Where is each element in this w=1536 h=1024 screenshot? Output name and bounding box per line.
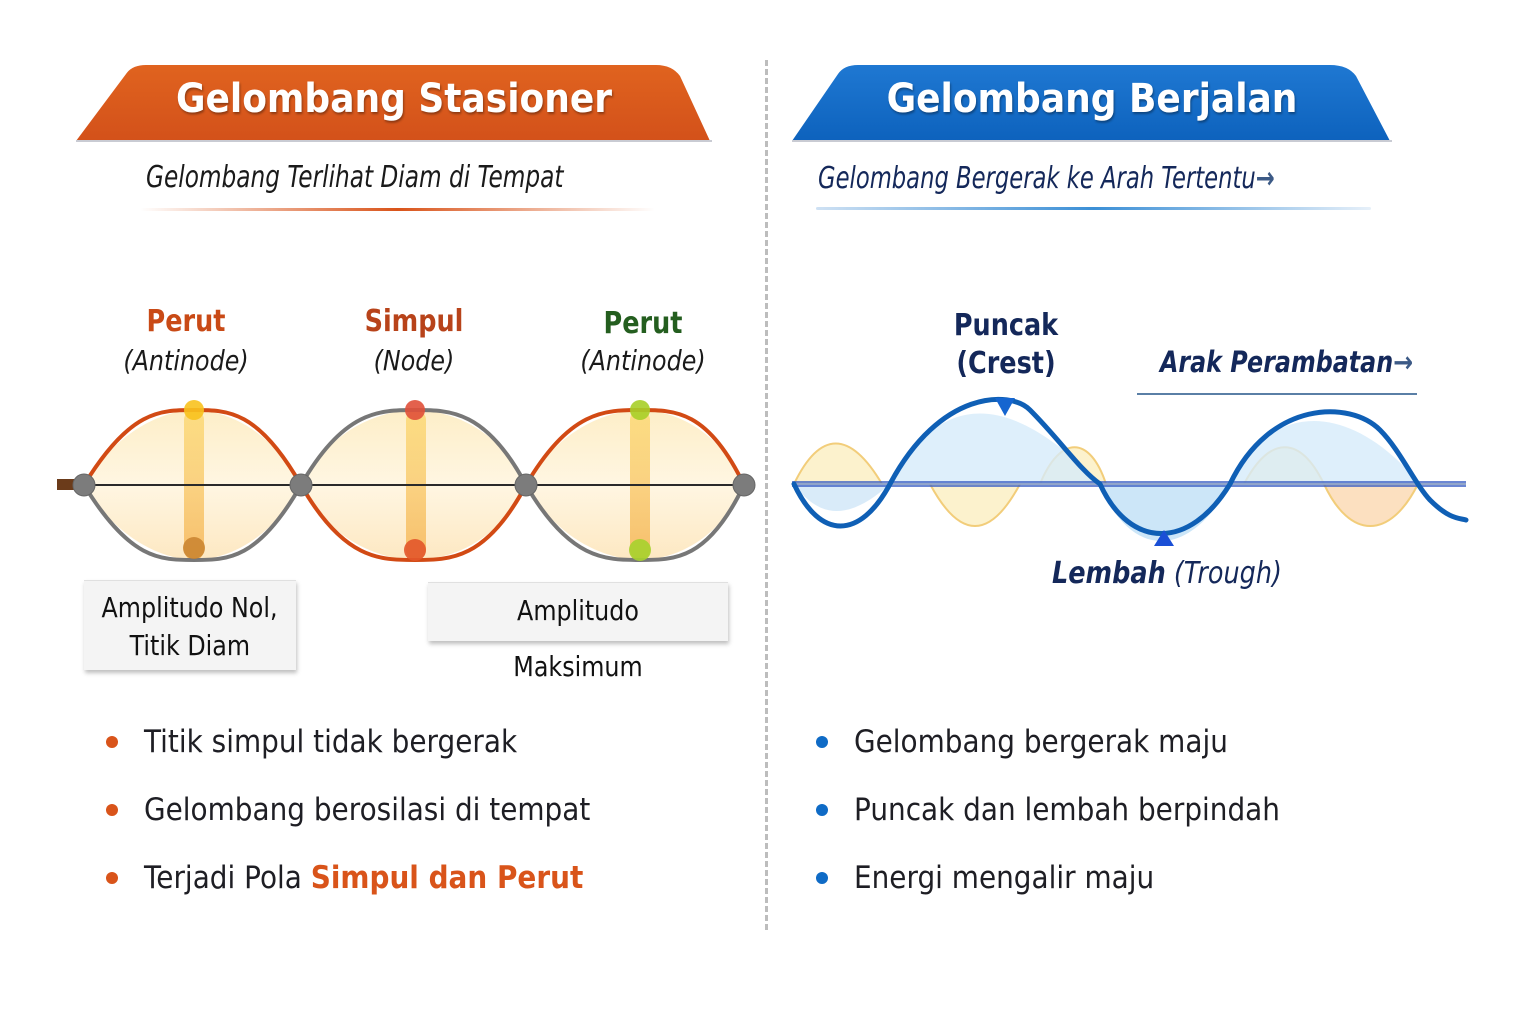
antinode-dot-bottom-3: [629, 539, 651, 561]
direction-underline: [1137, 393, 1417, 395]
traveling-wave-banner: Gelombang Berjalan: [792, 64, 1392, 142]
propagation-direction-label: Arak Perambatan→: [1160, 345, 1414, 379]
traveling-wave-title: Gelombang Berjalan: [886, 76, 1298, 122]
bullet-dot-blue: [816, 736, 828, 748]
node-circle-3: [514, 473, 538, 497]
traveling-wave-diagram: [791, 396, 1469, 546]
bullet-dot-orange: [106, 804, 118, 816]
bullet-dot-orange: [106, 872, 118, 884]
note-zero-amplitude-line2: Titik Diam: [129, 629, 251, 662]
arrow-right-icon: →: [1393, 345, 1414, 379]
standing-wave-banner: Gelombang Stasioner: [76, 64, 712, 142]
antinode-dot-top-3: [630, 400, 650, 420]
crest-label-title: Puncak: [953, 308, 1059, 343]
standing-wave-title: Gelombang Stasioner: [175, 76, 613, 122]
trough-label: Lembah (Trough): [1052, 556, 1282, 591]
node-label-title: Simpul: [364, 304, 464, 339]
traveling-wave-subtitle: Gelombang Bergerak ke Arah Tertentu→: [818, 161, 1275, 196]
antinode-label-1-sub: (Antinode): [123, 344, 249, 377]
note-zero-amplitude-line1: Amplitudo Nol,: [101, 591, 278, 624]
bullet-dot-orange: [106, 736, 118, 748]
bullet-dot-blue: [816, 872, 828, 884]
bullet-dot-blue: [816, 804, 828, 816]
standing-wave-bullets: Titik simpul tidak bergerak Gelombang be…: [106, 708, 640, 912]
standing-wave-subtitle: Gelombang Terlihat Diam di Tempat: [146, 160, 564, 195]
node-label-sub: (Node): [373, 344, 455, 377]
banner-shape-orange: [76, 65, 712, 142]
bullet-item: Energi mengalir maju: [816, 844, 1327, 912]
antinode-label-1-title: Perut: [146, 304, 226, 339]
standing-wave-diagram: [57, 400, 756, 563]
traveling-wave-bullets: Gelombang bergerak maju Puncak dan lemba…: [816, 708, 1327, 912]
crest-label-sub: (Crest): [956, 346, 1056, 381]
node-circle-1: [72, 473, 96, 497]
note-zero-amplitude: Amplitudo Nol, Titik Diam: [84, 580, 296, 670]
arrow-right-icon: →: [1255, 161, 1275, 196]
antinode-dot-bottom-2: [404, 539, 426, 561]
panel-divider: [765, 60, 768, 930]
string-anchor: [57, 479, 85, 490]
antinode-dot-bottom-1: [183, 537, 205, 559]
antinode-label-2-sub: (Antinode): [580, 344, 706, 377]
node-circle-4: [732, 473, 756, 497]
banner-shape-blue: [792, 65, 1392, 142]
bullet-item: Titik simpul tidak bergerak: [106, 708, 640, 776]
subtitle-underline-orange: [140, 208, 655, 211]
note-max-amplitude-text: Amplitudo Maksimum: [513, 594, 643, 683]
trough-marker-icon: [1154, 530, 1174, 546]
bullet-item: Puncak dan lembah berpindah: [816, 776, 1327, 844]
subtitle-underline-blue: [816, 207, 1371, 210]
note-max-amplitude: Amplitudo Maksimum: [428, 582, 728, 683]
bullet-item: Gelombang bergerak maju: [816, 708, 1327, 776]
highlight-text: Simpul dan Perut: [310, 860, 584, 896]
bullet-item: Terjadi Pola Simpul dan Perut: [106, 844, 640, 912]
node-circle-2: [289, 473, 313, 497]
antinode-dot-top-2: [405, 400, 425, 420]
trough-label-title: Lembah: [1052, 556, 1166, 591]
bullet-item: Gelombang berosilasi di tempat: [106, 776, 640, 844]
crest-marker-icon: [995, 398, 1015, 416]
antinode-label-2-title: Perut: [603, 306, 683, 341]
trough-label-sub: (Trough): [1173, 556, 1282, 591]
antinode-dot-top-1: [184, 400, 204, 420]
